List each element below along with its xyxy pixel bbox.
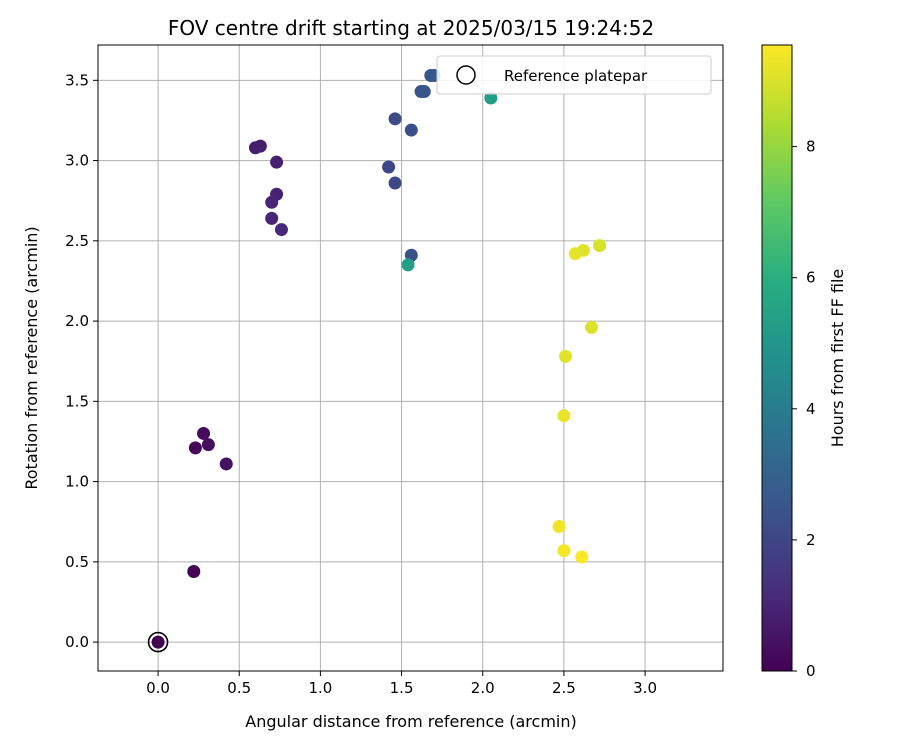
data-point [187, 564, 201, 578]
data-point [593, 239, 607, 253]
data-point [151, 635, 165, 649]
data-point [388, 112, 402, 126]
colorbar-tick-label: 0 [806, 662, 816, 680]
data-point [585, 321, 599, 335]
data-point [197, 426, 211, 440]
x-axis-label: Angular distance from reference (arcmin) [245, 712, 576, 731]
reference-point-marker [147, 631, 169, 653]
y-tick-label: 3.5 [65, 71, 89, 89]
y-tick-label: 2.0 [65, 312, 89, 330]
legend: Reference platepar [436, 55, 712, 95]
data-point [388, 176, 402, 190]
data-point [201, 438, 215, 452]
chart-title: FOV centre drift starting at 2025/03/15 … [168, 16, 654, 40]
x-tick-label: 1.0 [308, 679, 332, 697]
x-tick-label: 0.5 [227, 679, 251, 697]
data-point [382, 160, 396, 174]
data-point [265, 211, 279, 225]
data-point [484, 91, 498, 105]
x-tick-label: 0.0 [146, 679, 170, 697]
data-point [404, 123, 418, 137]
x-axis-ticks: 0.0 0.5 1.0 1.5 2.0 2.5 3.0 [146, 671, 657, 697]
reference-marker [147, 631, 169, 653]
data-point [417, 85, 431, 99]
y-tick-label: 0.0 [65, 633, 89, 651]
y-tick-label: 3.0 [65, 152, 89, 170]
plot-frame [97, 44, 724, 672]
data-point [552, 520, 566, 534]
x-tick-label: 2.0 [471, 679, 495, 697]
data-point [219, 457, 233, 471]
data-point [274, 223, 288, 237]
x-tick-label: 1.5 [390, 679, 414, 697]
data-point [188, 441, 202, 455]
y-axis-label: Rotation from reference (arcmin) [22, 226, 41, 489]
data-point [559, 349, 573, 363]
data-point [265, 195, 279, 209]
data-point [401, 258, 415, 272]
x-tick-label: 3.0 [633, 679, 657, 697]
data-point [270, 155, 284, 169]
legend-label: Reference platepar [504, 67, 648, 85]
legend-marker-icon [456, 65, 476, 85]
legend-box [436, 55, 712, 95]
data-points [151, 68, 607, 649]
colorbar-tick-label: 4 [806, 400, 816, 418]
y-tick-label: 2.5 [65, 232, 89, 250]
colorbar-tick-label: 2 [806, 531, 816, 549]
colorbar-tick-label: 8 [806, 138, 816, 156]
data-point [253, 139, 267, 153]
data-point [557, 544, 571, 558]
data-point [575, 550, 589, 564]
x-tick-label: 2.5 [552, 679, 576, 697]
data-point [568, 247, 582, 261]
colorbar-label: Hours from first FF file [828, 269, 847, 448]
colorbar [761, 44, 793, 672]
y-axis-ticks: 0.0 0.5 1.0 1.5 2.0 2.5 3.0 3.5 [65, 71, 98, 651]
y-tick-label: 1.0 [65, 473, 89, 491]
data-point [557, 409, 571, 423]
colorbar-ticks: 0 2 4 6 8 [792, 138, 816, 680]
colorbar-tick-label: 6 [806, 269, 816, 287]
y-tick-label: 1.5 [65, 392, 89, 410]
y-tick-label: 0.5 [65, 553, 89, 571]
